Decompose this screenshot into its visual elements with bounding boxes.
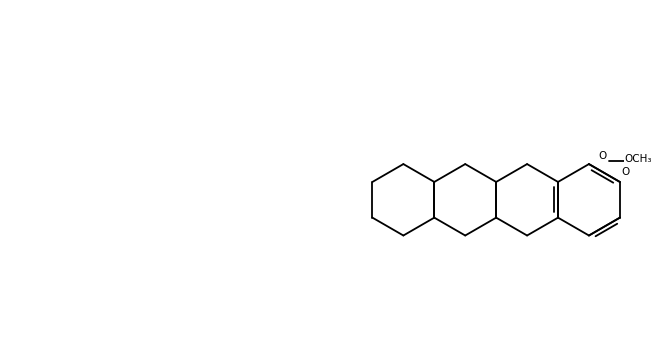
Text: OCH₃: OCH₃ [625,154,652,164]
Text: O: O [599,151,607,161]
Text: O: O [621,167,630,177]
